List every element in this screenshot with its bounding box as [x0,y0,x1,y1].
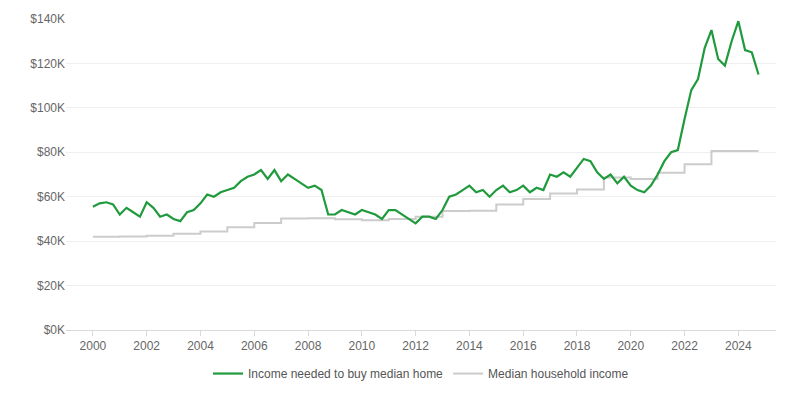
svg-text:2014: 2014 [456,339,483,353]
svg-text:$60K: $60K [37,190,65,204]
svg-text:2024: 2024 [725,339,752,353]
svg-text:$100K: $100K [30,101,65,115]
svg-text:2016: 2016 [510,339,537,353]
svg-text:2018: 2018 [564,339,591,353]
svg-text:2012: 2012 [402,339,429,353]
svg-text:Income needed to buy median ho: Income needed to buy median home [248,367,443,381]
svg-text:2020: 2020 [617,339,644,353]
svg-text:2002: 2002 [133,339,160,353]
svg-text:$120K: $120K [30,57,65,71]
svg-text:$0K: $0K [44,323,65,337]
svg-text:2006: 2006 [241,339,268,353]
svg-text:$20K: $20K [37,279,65,293]
svg-text:2008: 2008 [295,339,322,353]
svg-text:$80K: $80K [37,145,65,159]
svg-text:$40K: $40K [37,234,65,248]
svg-text:2022: 2022 [671,339,698,353]
svg-text:Median household income: Median household income [488,367,628,381]
svg-text:2010: 2010 [348,339,375,353]
svg-text:2000: 2000 [80,339,107,353]
svg-text:$140K: $140K [30,12,65,26]
svg-text:2004: 2004 [187,339,214,353]
